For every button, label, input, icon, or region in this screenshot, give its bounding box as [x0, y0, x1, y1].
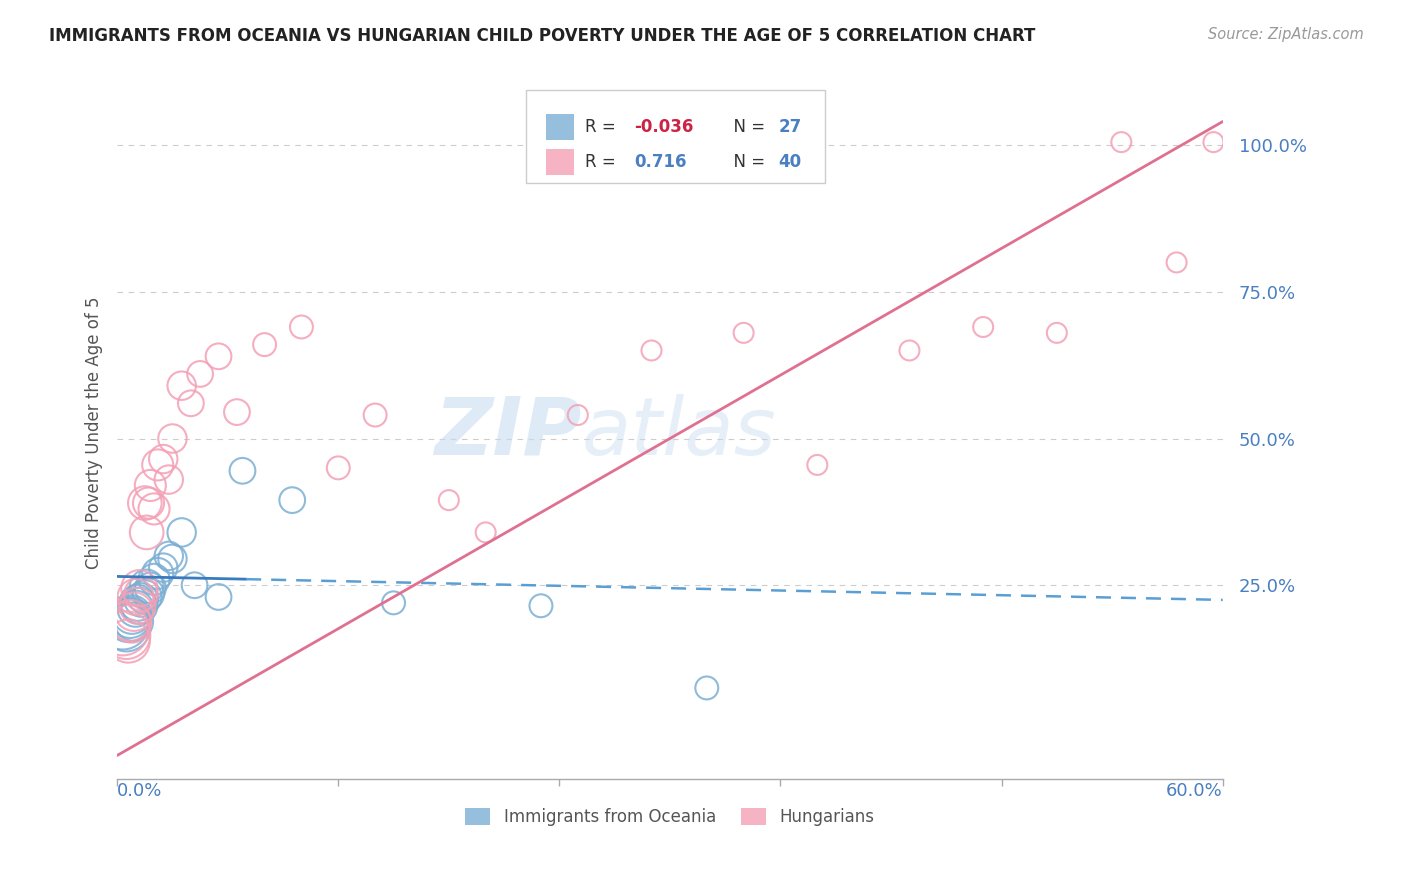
- Text: 0.716: 0.716: [634, 153, 688, 171]
- Point: [152, 452, 174, 467]
- Point: [898, 343, 921, 358]
- Point: [696, 681, 718, 695]
- Point: [122, 605, 145, 619]
- Point: [188, 367, 211, 381]
- Point: [127, 599, 149, 613]
- Point: [138, 496, 160, 510]
- Point: [207, 349, 229, 363]
- Point: [1166, 255, 1188, 269]
- Point: [127, 596, 149, 610]
- FancyBboxPatch shape: [546, 114, 574, 140]
- Point: [146, 566, 169, 581]
- Point: [115, 620, 138, 634]
- Point: [124, 601, 146, 615]
- Text: 60.0%: 60.0%: [1166, 782, 1223, 800]
- Point: [139, 581, 162, 595]
- Point: [111, 616, 134, 631]
- Y-axis label: Child Poverty Under the Age of 5: Child Poverty Under the Age of 5: [86, 296, 103, 569]
- Point: [640, 343, 662, 358]
- Point: [972, 320, 994, 334]
- Point: [1202, 135, 1225, 149]
- Point: [183, 578, 205, 592]
- Point: [135, 579, 157, 593]
- Point: [117, 614, 139, 628]
- Point: [134, 496, 156, 510]
- Point: [111, 622, 134, 636]
- Point: [134, 590, 156, 604]
- Text: N =: N =: [723, 118, 770, 136]
- Point: [122, 615, 145, 629]
- Point: [121, 616, 143, 631]
- Point: [1111, 135, 1133, 149]
- Point: [128, 581, 150, 595]
- Point: [146, 458, 169, 472]
- Point: [120, 610, 142, 624]
- Point: [117, 634, 139, 648]
- Text: atlas: atlas: [582, 393, 776, 472]
- Point: [170, 525, 193, 540]
- Text: 0.0%: 0.0%: [117, 782, 163, 800]
- FancyBboxPatch shape: [546, 149, 574, 175]
- Text: IMMIGRANTS FROM OCEANIA VS HUNGARIAN CHILD POVERTY UNDER THE AGE OF 5 CORRELATIO: IMMIGRANTS FROM OCEANIA VS HUNGARIAN CHI…: [49, 27, 1036, 45]
- Text: 40: 40: [779, 153, 801, 171]
- Point: [128, 599, 150, 613]
- Point: [290, 320, 312, 334]
- Point: [157, 473, 180, 487]
- Point: [124, 590, 146, 604]
- Point: [162, 551, 184, 566]
- Point: [226, 405, 249, 419]
- Point: [253, 337, 276, 351]
- Point: [139, 478, 162, 492]
- Point: [474, 525, 496, 540]
- Text: Source: ZipAtlas.com: Source: ZipAtlas.com: [1208, 27, 1364, 42]
- Point: [806, 458, 828, 472]
- Point: [120, 614, 142, 628]
- FancyBboxPatch shape: [526, 90, 825, 184]
- Point: [180, 396, 202, 410]
- Point: [115, 628, 138, 642]
- Text: R =: R =: [585, 118, 621, 136]
- Text: N =: N =: [723, 153, 770, 171]
- Point: [135, 525, 157, 540]
- Point: [328, 460, 350, 475]
- Legend: Immigrants from Oceania, Hungarians: Immigrants from Oceania, Hungarians: [458, 801, 882, 833]
- Point: [231, 464, 253, 478]
- Point: [567, 408, 589, 422]
- Point: [281, 493, 304, 508]
- Point: [1046, 326, 1069, 340]
- Text: 27: 27: [779, 118, 801, 136]
- Point: [138, 587, 160, 601]
- Point: [170, 378, 193, 392]
- Point: [207, 590, 229, 604]
- Point: [143, 573, 166, 587]
- Point: [157, 549, 180, 563]
- Point: [129, 593, 152, 607]
- Text: ZIP: ZIP: [434, 393, 582, 472]
- Point: [437, 493, 460, 508]
- Point: [129, 587, 152, 601]
- Point: [382, 596, 405, 610]
- Point: [143, 502, 166, 516]
- Point: [121, 607, 143, 622]
- Point: [162, 432, 184, 446]
- Point: [152, 560, 174, 574]
- Text: -0.036: -0.036: [634, 118, 695, 136]
- Point: [364, 408, 387, 422]
- Point: [530, 599, 553, 613]
- Text: R =: R =: [585, 153, 616, 171]
- Point: [733, 326, 755, 340]
